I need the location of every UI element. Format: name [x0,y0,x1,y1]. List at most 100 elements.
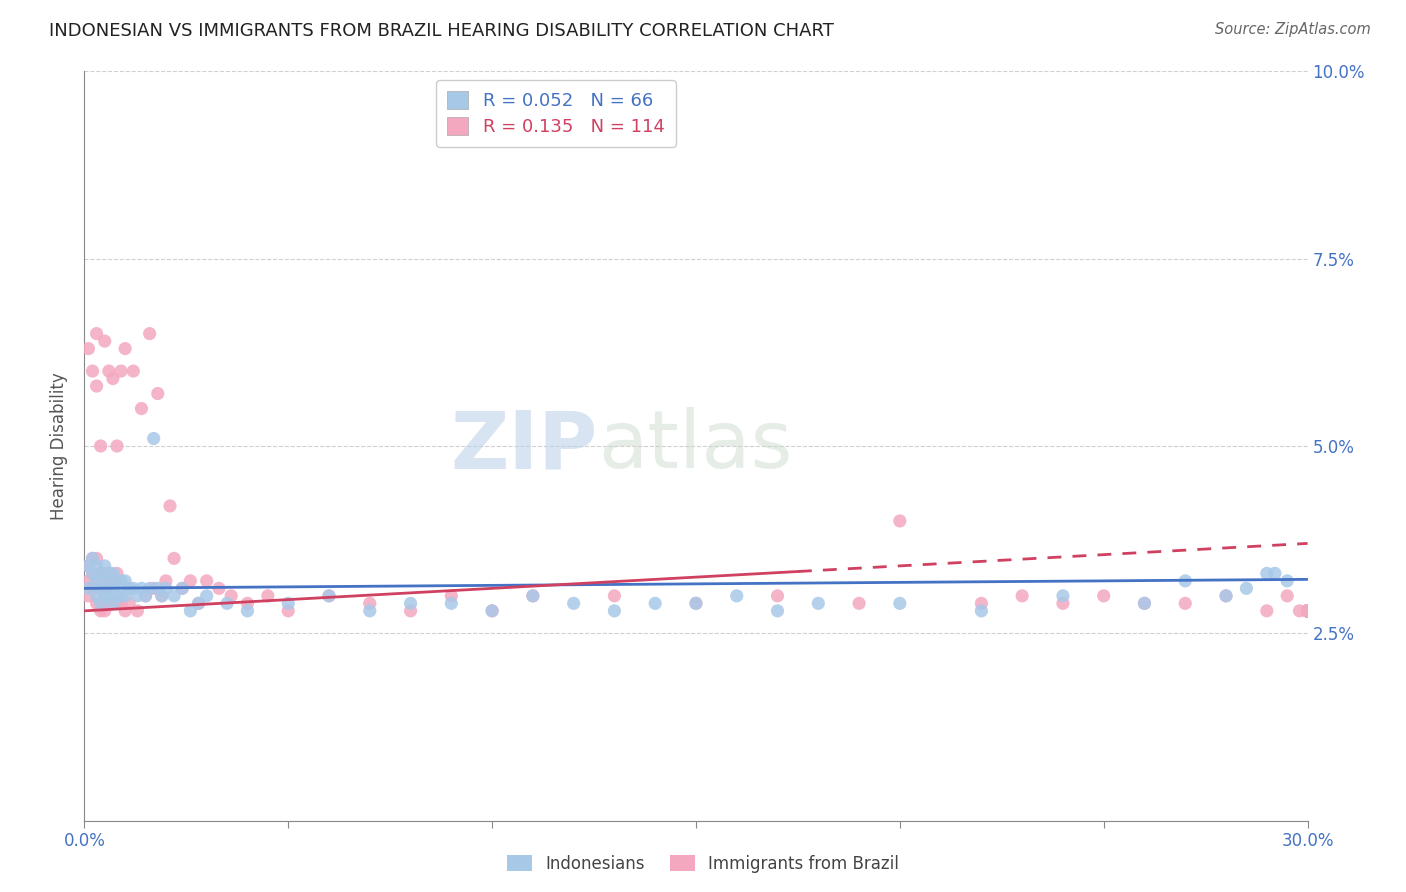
Text: ZIP: ZIP [451,407,598,485]
Point [1277,589,1299,603]
Point [86,574,108,588]
Point [970,604,993,618]
Point [77,342,100,356]
Point [1296,604,1319,618]
Point [1296,604,1319,618]
Point [1296,604,1319,618]
Point [603,589,626,603]
Point [93,574,115,588]
Point [93,334,115,348]
Point [1296,604,1319,618]
Point [105,589,128,603]
Point [1296,604,1319,618]
Point [1296,604,1319,618]
Point [1296,604,1319,618]
Point [142,582,165,596]
Point [807,596,830,610]
Point [685,596,707,610]
Point [101,596,124,610]
Point [86,596,108,610]
Point [1296,604,1319,618]
Point [172,582,194,596]
Point [179,604,201,618]
Point [644,596,666,610]
Point [93,566,115,581]
Point [1288,604,1310,618]
Point [122,582,145,596]
Point [82,551,104,566]
Point [86,551,108,566]
Point [110,596,132,610]
Point [318,589,340,603]
Point [155,574,177,588]
Point [1092,589,1115,603]
Point [481,604,503,618]
Point [1296,604,1319,618]
Point [142,432,165,446]
Point [1296,604,1319,618]
Point [217,596,239,610]
Point [105,566,128,581]
Text: Source: ZipAtlas.com: Source: ZipAtlas.com [1215,22,1371,37]
Point [1236,582,1258,596]
Point [86,558,108,573]
Text: atlas: atlas [598,407,793,485]
Point [219,589,242,603]
Point [1296,604,1319,618]
Point [138,582,160,596]
Point [114,574,136,588]
Point [236,604,259,618]
Point [208,582,231,596]
Point [1133,596,1156,610]
Text: INDONESIAN VS IMMIGRANTS FROM BRAZIL HEARING DISABILITY CORRELATION CHART: INDONESIAN VS IMMIGRANTS FROM BRAZIL HEA… [49,22,834,40]
Point [90,439,112,453]
Point [1296,604,1319,618]
Point [82,364,104,378]
Point [1296,604,1319,618]
Point [236,596,259,610]
Point [848,596,870,610]
Point [1296,604,1319,618]
Point [522,589,544,603]
Point [110,574,132,588]
Point [1052,596,1074,610]
Point [195,574,218,588]
Point [440,596,463,610]
Point [1296,604,1319,618]
Point [163,551,186,566]
Point [110,364,132,378]
Point [562,596,585,610]
Point [150,589,173,603]
Point [97,589,120,603]
Point [146,582,169,596]
Point [138,326,160,341]
Point [90,582,112,596]
Point [1256,604,1278,618]
Point [105,574,128,588]
Point [1277,574,1299,588]
Point [77,574,100,588]
Point [127,589,149,603]
Point [122,364,145,378]
Point [1296,604,1319,618]
Point [359,604,381,618]
Point [195,589,218,603]
Point [159,499,181,513]
Point [187,596,209,610]
Point [86,379,108,393]
Point [766,589,789,603]
Point [1296,604,1319,618]
Point [187,596,209,610]
Point [93,604,115,618]
Point [889,596,911,610]
Point [1256,566,1278,581]
Point [440,589,463,603]
Point [1296,604,1319,618]
Point [163,589,186,603]
Point [97,574,120,588]
Point [1296,604,1319,618]
Point [110,589,132,603]
Point [97,596,120,610]
Point [97,364,120,378]
Point [257,589,280,603]
